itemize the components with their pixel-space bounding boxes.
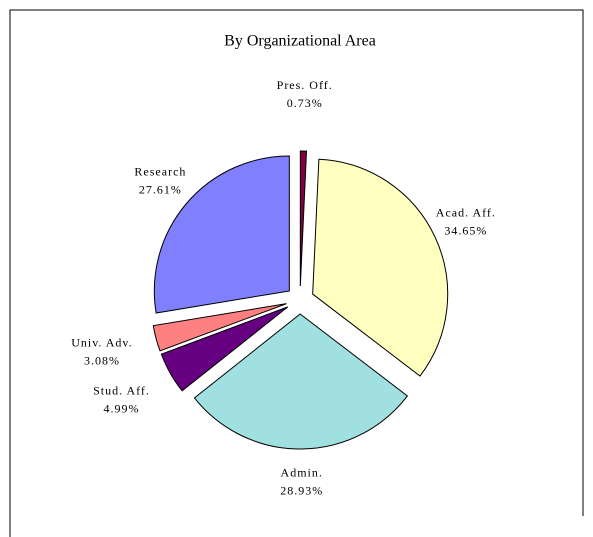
pie-slice [312, 158, 449, 377]
slice-label: Research [134, 164, 186, 178]
chart-frame [9, 9, 584, 537]
slice-label: Admin. [281, 466, 323, 480]
slice-value-label: 28.93% [280, 484, 323, 498]
pie-slice [160, 306, 289, 392]
slice-label: Pres. Off. [277, 78, 333, 92]
pie-slice [152, 303, 287, 352]
pie-slice [153, 155, 290, 314]
slice-value-label: 0.73% [287, 96, 323, 110]
slice-label: Acad. Aff. [436, 205, 496, 219]
slice-value-label: 27.61% [139, 182, 182, 196]
pie-slice [193, 313, 409, 450]
slice-value-label: 3.08% [84, 354, 120, 368]
pie-slice [299, 150, 308, 287]
slice-value-label: 4.99% [104, 402, 140, 416]
slice-label: Stud. Aff. [93, 384, 150, 398]
slice-value-label: 34.65% [444, 223, 487, 237]
slice-label: Univ. Adv. [71, 336, 132, 350]
chart-title: By Organizational Area [224, 33, 376, 50]
